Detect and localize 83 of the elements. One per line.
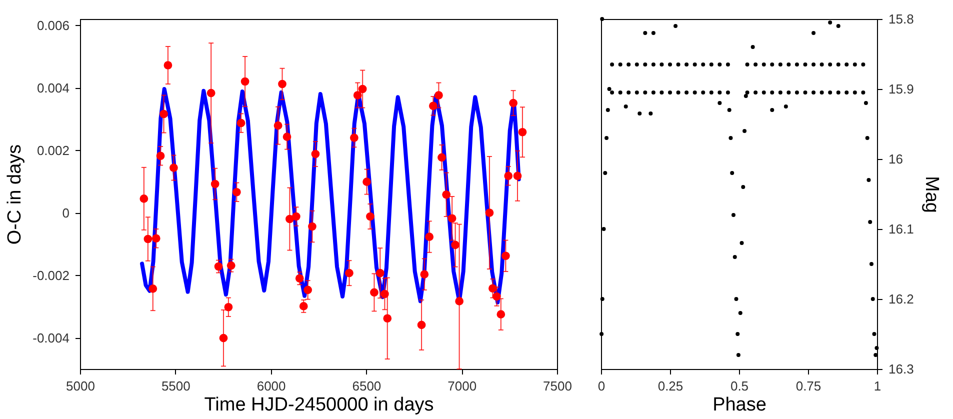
point (156, 152, 165, 160)
x-axis-title: Time HJD-2450000 in days (204, 394, 434, 416)
point (362, 178, 371, 186)
point (170, 164, 178, 172)
point (434, 91, 443, 100)
y-tick-label: 16 (888, 152, 903, 166)
x-tick-label: 5000 (66, 378, 95, 394)
point (345, 268, 354, 278)
point (420, 270, 429, 278)
point (274, 121, 282, 130)
point (210, 180, 220, 188)
point (428, 102, 438, 110)
x-tick-label: 0 (598, 378, 606, 394)
x-tick-label: 0.25 (658, 378, 684, 394)
point (214, 262, 223, 271)
point (278, 80, 286, 88)
x-tick-label: 7000 (448, 378, 477, 394)
point (160, 110, 168, 118)
point (488, 284, 497, 293)
y-tick-label: 0.002 (36, 142, 70, 158)
y-axis-title: O-C in days (4, 144, 26, 245)
x-axis-title: Phase (712, 394, 766, 416)
point (513, 172, 522, 180)
point (496, 310, 506, 318)
point (282, 132, 292, 141)
point (311, 150, 320, 158)
point (370, 288, 378, 297)
point (140, 194, 148, 203)
point (353, 91, 362, 100)
point (286, 214, 294, 224)
x-tick-label: 6000 (256, 378, 286, 394)
y-tick-label: 15.9 (888, 82, 914, 96)
point (350, 134, 358, 142)
y-tick-label: 16.2 (888, 292, 914, 306)
point (219, 334, 228, 342)
point (451, 240, 460, 250)
point (236, 118, 246, 128)
point (226, 261, 236, 270)
x-tick-label: 5500 (161, 378, 190, 394)
y-tick-label: 0.004 (36, 80, 70, 96)
point (438, 153, 446, 162)
y-tick-label: 15.8 (888, 12, 914, 26)
point (485, 208, 494, 217)
point (148, 284, 158, 293)
point (292, 212, 300, 221)
x-tick-label: 0.5 (730, 378, 749, 394)
point (518, 128, 527, 136)
point (376, 268, 384, 278)
point (164, 61, 172, 70)
point (425, 232, 434, 241)
x-tick-label: 6500 (352, 378, 382, 394)
point (448, 214, 456, 223)
point (504, 172, 513, 180)
y-tick-label: 16.3 (888, 362, 914, 376)
point (358, 84, 367, 94)
point (152, 234, 160, 243)
point (380, 290, 389, 298)
point (308, 222, 316, 231)
point (299, 302, 308, 310)
point (417, 320, 426, 330)
x-tick-label: 7500 (543, 378, 572, 394)
x-tick-label: 0.75 (796, 378, 822, 394)
point (509, 98, 518, 108)
point (206, 88, 216, 98)
point (232, 188, 241, 196)
point (224, 302, 233, 312)
point (501, 252, 510, 260)
point (304, 286, 312, 294)
y-axis-title: Mag (920, 176, 942, 213)
point (240, 77, 250, 86)
point (492, 292, 501, 301)
point (383, 314, 392, 323)
y-tick-label: 0.006 (36, 18, 70, 33)
point (442, 190, 451, 199)
point (295, 274, 304, 283)
y-tick-label: -0.002 (32, 268, 70, 283)
y-tick-label: 0 (62, 205, 70, 220)
point (144, 234, 152, 244)
point (366, 212, 374, 221)
y-tick-label: -0.004 (32, 330, 70, 346)
y-tick-label: 16.1 (888, 222, 914, 236)
x-tick-label: 1 (874, 378, 882, 394)
point (455, 297, 464, 306)
